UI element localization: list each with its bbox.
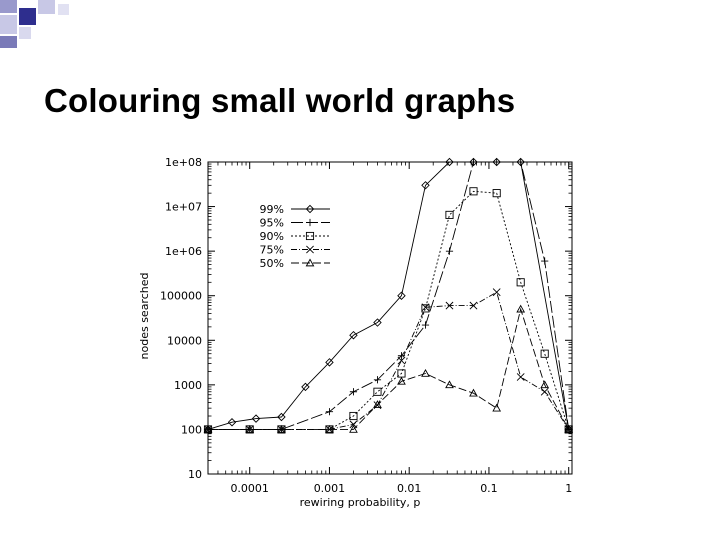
- data-point: [349, 330, 358, 340]
- data-point: [493, 158, 501, 166]
- legend-label: 95%: [260, 217, 284, 230]
- y-axis-label: nodes searched: [138, 273, 151, 360]
- legend-label: 90%: [260, 230, 284, 243]
- data-point: [349, 424, 358, 433]
- legend-marker: [306, 245, 314, 254]
- y-tick-label: 1e+07: [165, 201, 202, 214]
- data-point: [349, 388, 358, 396]
- data-point: [469, 158, 478, 166]
- legend-marker: [306, 218, 314, 227]
- x-tick-label: 1: [565, 482, 572, 495]
- data-point: [251, 414, 261, 423]
- decor-square: [0, 0, 17, 13]
- decor-square: [0, 15, 17, 34]
- series-5: [203, 304, 574, 433]
- y-tick-label: 1e+06: [165, 245, 202, 258]
- data-point: [397, 376, 406, 385]
- series-line: [208, 307, 570, 430]
- data-point: [301, 382, 310, 392]
- data-point: [516, 373, 525, 381]
- data-point: [421, 303, 430, 312]
- y-tick-label: 10: [188, 468, 202, 481]
- data-point: [540, 387, 549, 396]
- series-2: [204, 158, 573, 434]
- y-tick-label: 100: [181, 423, 202, 436]
- x-tick-label: 0.01: [397, 482, 422, 495]
- data-point: [421, 368, 430, 377]
- x-axis-label: rewiring probability, p: [300, 496, 421, 509]
- data-point: [445, 301, 454, 310]
- data-point: [349, 411, 358, 421]
- plot-frame: [207, 161, 573, 475]
- data-point: [541, 257, 549, 265]
- slide-title: Colouring small world graphs: [44, 82, 516, 119]
- y-tick-label: 10000: [167, 334, 202, 347]
- y-tick-label: 1e+08: [165, 156, 202, 169]
- data-point: [492, 403, 502, 412]
- data-point: [540, 349, 549, 358]
- data-point: [492, 189, 501, 198]
- legend-label: 99%: [260, 203, 284, 216]
- data-point: [203, 424, 213, 433]
- data-point: [492, 288, 501, 297]
- data-point: [421, 181, 430, 190]
- axes: 10 100 1000 10000 100000 1e+06 1e+07 1e+08 0.000…: [138, 156, 573, 509]
- data-point: [245, 425, 254, 434]
- x-tick-label: 0.1: [480, 482, 498, 495]
- data-point: [445, 247, 454, 255]
- data-point: [325, 424, 334, 433]
- data-point: [373, 387, 382, 396]
- data-point: [469, 388, 478, 397]
- data-point: [469, 187, 478, 196]
- data-point: [325, 408, 334, 416]
- data-point: [540, 380, 550, 389]
- data-point: [373, 318, 382, 327]
- data-point: [227, 417, 237, 427]
- legend-marker: [305, 231, 315, 241]
- data-point: [517, 158, 525, 166]
- data-point: [325, 358, 334, 367]
- legend: 99%95%90%75%50%: [260, 203, 330, 270]
- corner-squares-decoration: [0, 0, 69, 48]
- data-point: [397, 356, 406, 365]
- decor-square: [19, 8, 36, 25]
- decor-square: [0, 36, 17, 48]
- legend-label: 75%: [260, 244, 284, 257]
- data-point: [277, 424, 286, 433]
- data-point: [445, 210, 454, 219]
- data-point: [373, 376, 382, 384]
- x-tick-label: 0.0001: [230, 482, 269, 495]
- legend-marker: [305, 204, 315, 214]
- data-point: [516, 304, 526, 313]
- data-point: [245, 424, 255, 433]
- legend-label: 50%: [260, 257, 284, 270]
- data-point: [277, 412, 286, 422]
- data-point: [445, 157, 454, 167]
- data-point: [373, 400, 382, 408]
- data-point: [469, 301, 478, 310]
- data-point: [516, 278, 525, 287]
- data-point: [564, 425, 573, 434]
- data-point: [421, 304, 430, 313]
- legend-marker: [305, 258, 315, 267]
- decor-square: [38, 0, 55, 14]
- x-tick-label: 0.001: [314, 482, 346, 495]
- decor-square: [19, 27, 31, 39]
- y-tick-label: 100000: [160, 290, 202, 303]
- y-tick-label: 1000: [174, 379, 202, 392]
- series-lines: [203, 157, 574, 434]
- series-1: [203, 157, 573, 434]
- decor-square: [58, 4, 69, 15]
- series-line: [208, 291, 570, 430]
- data-point: [445, 380, 454, 389]
- data-point: [397, 291, 406, 300]
- data-point: [421, 321, 430, 329]
- data-point: [564, 424, 574, 433]
